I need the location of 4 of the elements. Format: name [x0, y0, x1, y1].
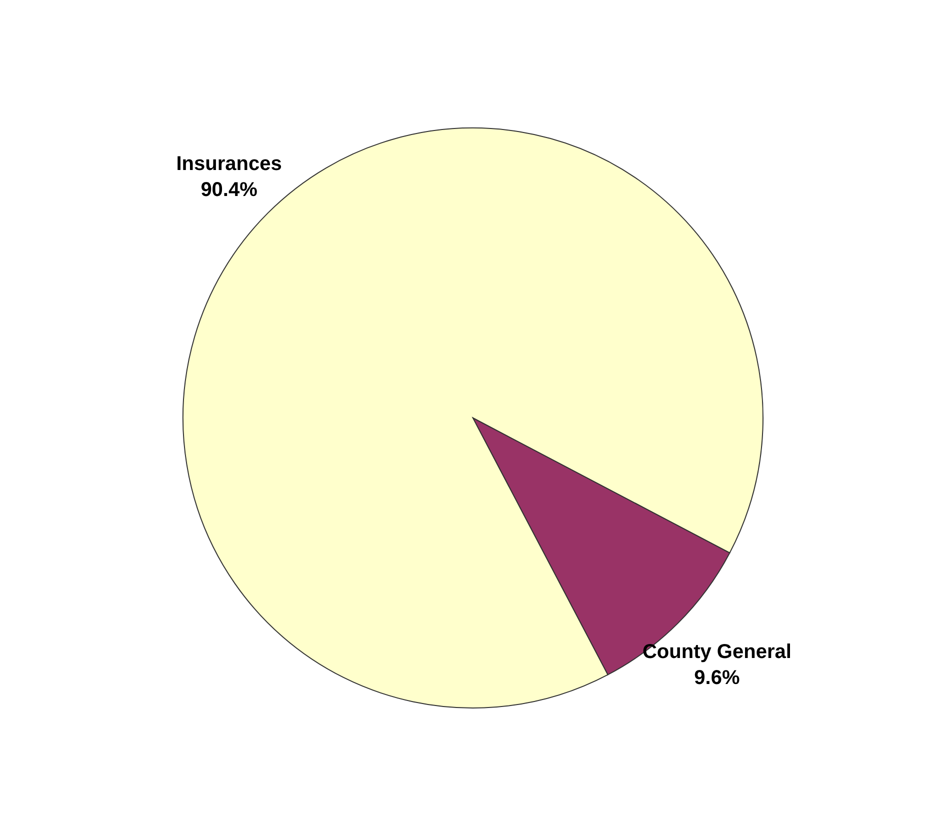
- data-label: 90.4%: [200, 179, 258, 202]
- slice-label: Insurances: [176, 153, 282, 176]
- data-label: 9.6%: [694, 666, 740, 689]
- slice-label: County General: [642, 640, 792, 663]
